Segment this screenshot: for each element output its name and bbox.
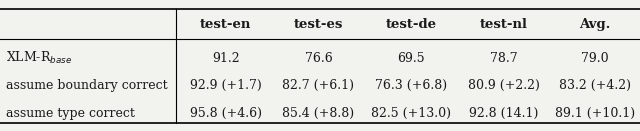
Text: 95.8 (+4.6): 95.8 (+4.6)	[189, 107, 262, 120]
Text: 82.5 (+13.0): 82.5 (+13.0)	[371, 107, 451, 120]
Text: 76.3 (+6.8): 76.3 (+6.8)	[375, 79, 447, 92]
Text: Avg.: Avg.	[579, 18, 611, 31]
Text: 85.4 (+8.8): 85.4 (+8.8)	[282, 107, 355, 120]
Text: assume type correct: assume type correct	[6, 107, 135, 120]
Text: test-en: test-en	[200, 18, 252, 31]
Text: 69.5: 69.5	[397, 52, 425, 65]
Text: 76.6: 76.6	[305, 52, 332, 65]
Text: 89.1 (+10.1): 89.1 (+10.1)	[555, 107, 636, 120]
Text: test-de: test-de	[386, 18, 436, 31]
Text: 91.2: 91.2	[212, 52, 239, 65]
Text: 92.8 (14.1): 92.8 (14.1)	[469, 107, 539, 120]
Text: 79.0: 79.0	[581, 52, 609, 65]
Text: test-nl: test-nl	[480, 18, 528, 31]
Text: 83.2 (+4.2): 83.2 (+4.2)	[559, 79, 631, 92]
Text: 80.9 (+2.2): 80.9 (+2.2)	[468, 79, 540, 92]
Text: 78.7: 78.7	[490, 52, 518, 65]
Text: 82.7 (+6.1): 82.7 (+6.1)	[282, 79, 355, 92]
Text: 92.9 (+1.7): 92.9 (+1.7)	[189, 79, 262, 92]
Text: test-es: test-es	[294, 18, 343, 31]
Text: XLM-R$_{base}$: XLM-R$_{base}$	[6, 50, 72, 66]
Text: assume boundary correct: assume boundary correct	[6, 79, 168, 92]
